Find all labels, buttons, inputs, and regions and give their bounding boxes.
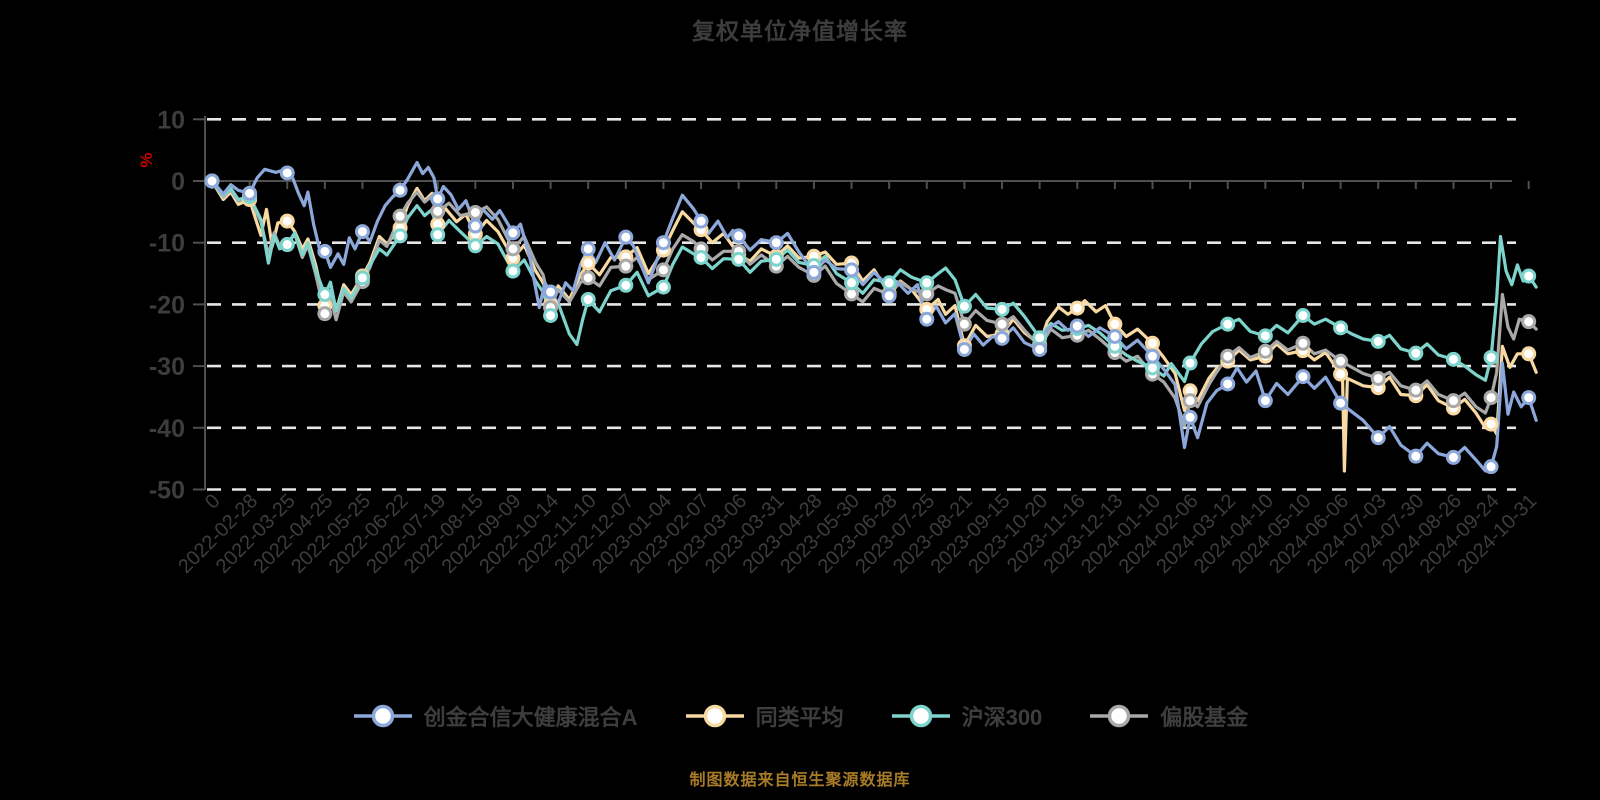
y-tick-labels: 10 0 -10 -20 -30 -40 -50 (149, 106, 185, 504)
gridlines (207, 118, 1516, 491)
legend-label: 同类平均 (755, 705, 844, 730)
series-markers-创金合信大健康混合A (204, 165, 1537, 475)
x-tick-label: 0 (201, 490, 224, 513)
y-tick-label: -20 (149, 291, 185, 319)
legend-label: 偏股基金 (1160, 705, 1249, 730)
series-line-沪深300 (210, 179, 1538, 384)
page-title: 复权单位净值增长率 (692, 18, 908, 44)
y-tick-label: -30 (149, 353, 185, 381)
y-tick-label: -40 (149, 415, 185, 443)
legend-label: 创金合信大健康混合A (423, 705, 638, 730)
series-line-创金合信大健康混合A (210, 160, 1538, 473)
legend-item-沪深300[interactable]: 沪深300 (890, 700, 1043, 732)
y-tick-label: 10 (157, 106, 185, 134)
legend-marker-icon (891, 704, 950, 728)
axes (193, 116, 1530, 491)
legend-item-偏股基金[interactable]: 偏股基金 (1088, 700, 1248, 732)
legend-item-创金合信大健康混合A[interactable]: 创金合信大健康混合A (352, 700, 638, 732)
legend-label: 沪深300 (961, 705, 1043, 730)
chart-legend: 创金合信大健康混合A 同类平均 沪深300 偏股基金 (0, 700, 1600, 732)
y-tick-label: -50 (149, 477, 185, 505)
x-tick-labels: 02022-02-282022-03-252022-04-252022-05-2… (174, 490, 1541, 578)
y-tick-label: -10 (149, 230, 185, 258)
legend-item-同类平均[interactable]: 同类平均 (684, 700, 844, 732)
legend-marker-icon (685, 704, 744, 728)
y-tick-label: 0 (171, 168, 185, 196)
legend-marker-icon (1090, 704, 1149, 728)
y-axis-unit-label: % (137, 152, 156, 167)
data-source-caption: 制图数据来自恒生聚源数据库 (689, 772, 911, 789)
legend-marker-icon (353, 704, 412, 728)
